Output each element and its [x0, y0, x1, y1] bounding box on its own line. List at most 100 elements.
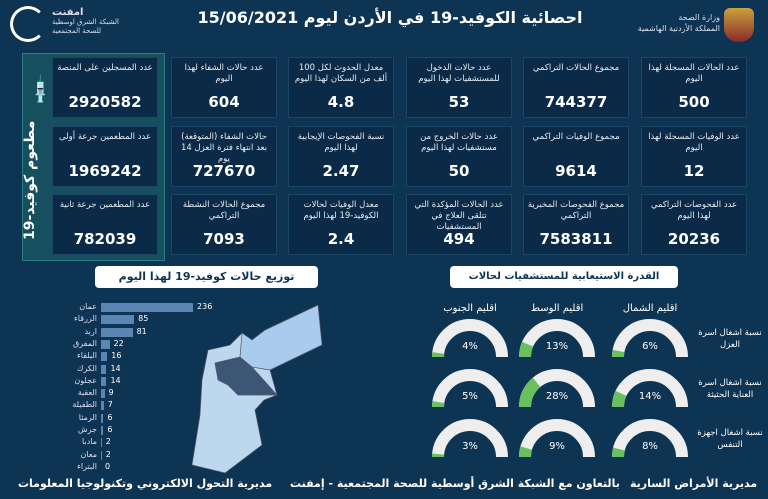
- gauge-value: 8%: [642, 441, 658, 452]
- stat-label: عدد الحالات المسجلة لهذا اليوم: [648, 63, 740, 84]
- stat-card: عدد حالات الدخول للمستشفيات لهذا اليوم 53: [406, 57, 512, 118]
- bar-label: المفرق: [73, 338, 97, 348]
- stat-value: 1969242: [68, 162, 142, 180]
- ministry-text: وزارة الصحة المملكة الأردنية الهاشمية: [638, 12, 720, 34]
- vaccine-title: مطعوم كوفيد-19: [22, 120, 38, 240]
- bar-label: البلقاء: [77, 351, 97, 361]
- bar-value: 85: [138, 314, 149, 324]
- page-title: احصائية الكوفيد-19 في الأردن ليوم 15/06/…: [197, 8, 583, 27]
- ministry-line2: المملكة الأردنية الهاشمية: [637, 24, 720, 33]
- bar-row: الرمثا 6: [0, 413, 768, 423]
- footer-left: مديرية التحول الالكتروني وتكنولوجيا المع…: [18, 477, 273, 490]
- jordan-crest-logo: [724, 8, 754, 42]
- stat-value: 7583811: [539, 230, 613, 248]
- emphnet-name: امفنت: [52, 7, 84, 18]
- stat-label: عدد حالات الخروج من مستشفيات لهذا اليوم: [420, 132, 498, 153]
- bar-label: الطفيلة: [72, 400, 97, 410]
- bar-label: العقبة: [77, 388, 97, 398]
- bar-row: الطفيلة 7: [0, 400, 768, 411]
- stat-card: مجموع الحالات النشطة التراكمي 7093: [171, 194, 277, 255]
- stat-card: معدل الوفيات لحالات الكوفيد-19 لهذا اليو…: [288, 194, 394, 255]
- stat-card: حالات الشفاء (المتوقعة) بعد انتهاء فترة …: [171, 126, 277, 187]
- bar-label: البتراء: [77, 461, 97, 471]
- bar: [101, 413, 104, 423]
- stat-label: معدل الحدوث لكل 100 ألف من السكان لهذا ا…: [294, 63, 388, 84]
- stat-value: 2920582: [68, 93, 142, 111]
- bar: [101, 401, 104, 411]
- gauge-track: [612, 419, 688, 458]
- stat-card: عدد الحالات المؤكدة التي تتلقى العلاج في…: [406, 194, 512, 255]
- capacity-title: القدرة الاستيعابية للمستشفيات لحالات كوف…: [450, 266, 678, 304]
- stat-label: مجموع الوفيات التراكمي: [532, 132, 620, 142]
- bar-value: 6: [107, 412, 113, 422]
- bar-row: البتراء 0: [0, 462, 768, 472]
- stat-value: 727670: [192, 162, 256, 180]
- map-mafraq: [239, 305, 323, 371]
- emphnet-text: امفنت الشبكة الشرق اوسطية للصحة المجتمعية: [52, 8, 119, 36]
- stat-value: 50: [448, 162, 470, 180]
- gauge: [519, 419, 595, 458]
- stat-value: 2.47: [322, 162, 360, 180]
- region-header: اقليم الوسط: [530, 303, 584, 314]
- bar-value: 81: [136, 326, 147, 336]
- stat-value: 500: [678, 93, 710, 111]
- stat-value: 53: [448, 93, 470, 111]
- bar-label: الزرقاء: [74, 314, 97, 324]
- stat-value: 7093: [203, 230, 245, 248]
- gauge: [612, 419, 688, 458]
- stat-card: مجموع الوفيات التراكمي 9614: [523, 126, 629, 187]
- bar-label: عمان: [79, 302, 97, 311]
- bar: [101, 389, 105, 399]
- bar-row: الزرقاء 85: [0, 314, 768, 325]
- bar: [101, 339, 110, 349]
- stat-value: 12: [683, 162, 705, 180]
- bar-row: جرش 6: [0, 425, 768, 435]
- stat-card: عدد حالات الشفاء لهذا اليوم 604: [171, 57, 277, 118]
- stat-value: 20236: [667, 230, 721, 248]
- gauge-value: 13%: [545, 341, 569, 352]
- gauge-row-label: نسبة اشغال اجهزة التنفس: [697, 428, 763, 450]
- gauge-row-label: نسبة اشغال اسرة العناية الحثيثة: [698, 378, 762, 400]
- gauge: [519, 369, 595, 408]
- bar-row: المفرق 22: [0, 339, 768, 349]
- gauge-fill: [612, 369, 688, 408]
- stat-label: نسبة الفحوصات الإيجابية لهذا اليوم: [297, 132, 385, 153]
- bar-label: جرش: [77, 425, 97, 434]
- gauge: [519, 319, 595, 358]
- bar-label: الرمثا: [78, 412, 97, 422]
- bar-label: معان: [80, 449, 97, 459]
- stat-card: نسبة الفحوصات الإيجابية لهذا اليوم 2.47: [288, 126, 394, 187]
- stat-card: مجموع الفحوصات المخبرية التراكمي 7583811: [523, 194, 629, 255]
- stat-value: 494: [443, 230, 475, 248]
- footer-middle: بالتعاون مع الشبكة الشرق أوسطية للصحة ال…: [290, 477, 620, 490]
- gauge-track: [519, 419, 595, 458]
- stat-value: 9614: [555, 162, 597, 180]
- gauge-value: 9%: [549, 441, 565, 452]
- bar-value: 22: [113, 338, 124, 348]
- stat-label: حالات الشفاء (المتوقعة) بعد انتهاء فترة …: [180, 132, 268, 164]
- bar-row: عجلون 14: [0, 376, 768, 386]
- bar-label: الكرك: [76, 363, 97, 373]
- gauge-track: [432, 319, 508, 358]
- bar-row: العقبة 9: [0, 388, 768, 399]
- gauge-value: 28%: [545, 391, 569, 402]
- stat-card: عدد الحالات المسجلة لهذا اليوم 500: [641, 57, 747, 118]
- bar: [101, 438, 102, 448]
- vaccine-card: عدد المطعمين جرعة أولى 1969242: [52, 126, 158, 187]
- emphnet-logo: [10, 6, 46, 42]
- bar-value: 14: [110, 375, 121, 385]
- stat-card: معدل الحدوث لكل 100 ألف من السكان لهذا ا…: [288, 57, 394, 118]
- stat-value: 2.4: [327, 230, 355, 248]
- stat-label: معدل الوفيات لحالات الكوفيد-19 لهذا اليو…: [303, 200, 379, 221]
- jordan-map: [191, 305, 323, 473]
- bar-value: 0: [105, 461, 111, 471]
- bar-value: 236: [197, 302, 213, 311]
- bar-value: 6: [107, 425, 113, 434]
- bar-value: 14: [110, 363, 121, 373]
- stat-label: عدد الفحوصات التراكمي لهذا اليوم: [650, 200, 738, 221]
- bar-value: 2: [105, 437, 111, 447]
- distribution-title: توزيع حالات كوفيد-19 لهذا اليوم: [95, 266, 318, 288]
- vaccine-card: عدد المسجلين على المنصة 2920582: [52, 57, 158, 118]
- gauge: [432, 369, 508, 408]
- gauge-row-label: نسبة اشغال اسرة العزل: [698, 328, 762, 350]
